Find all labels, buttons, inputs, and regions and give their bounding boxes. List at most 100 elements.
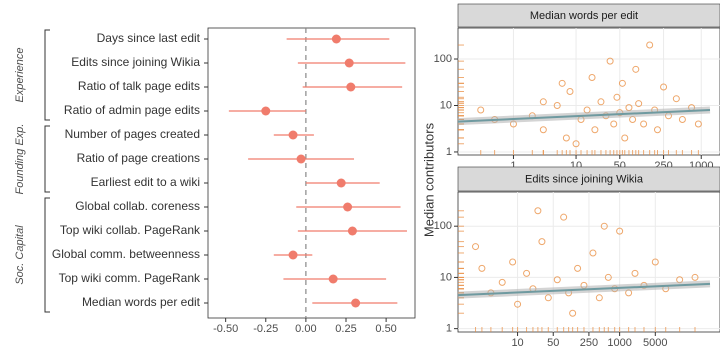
trend-line — [457, 108, 711, 123]
point — [538, 238, 546, 246]
point — [678, 115, 686, 123]
point — [621, 134, 629, 142]
panel-title: Median words per edit — [530, 10, 638, 22]
y-axis-label: Median contributors — [421, 122, 436, 237]
category-label: Global comm. betweenness — [52, 247, 200, 261]
x-tick-label: 0.50 — [375, 323, 396, 335]
x-tick-label: 1000 — [607, 337, 631, 349]
point — [288, 130, 298, 140]
point — [478, 264, 486, 272]
point — [566, 87, 574, 95]
point — [613, 93, 621, 101]
point — [560, 213, 568, 221]
point — [539, 126, 547, 134]
point — [588, 74, 596, 82]
y-tick-label: 1 — [446, 323, 452, 335]
y-tick-label: 10 — [440, 99, 452, 111]
point — [632, 65, 640, 73]
x-tick-label: -0.25 — [253, 323, 278, 335]
x-tick-label: 0.00 — [295, 323, 316, 335]
point — [336, 178, 346, 188]
category-label: Ratio of talk page edits — [78, 79, 200, 93]
x-tick-label: 1 — [510, 160, 516, 172]
strip — [457, 3, 720, 28]
point — [653, 126, 661, 134]
point — [523, 269, 531, 277]
point — [296, 154, 306, 164]
point — [595, 294, 603, 302]
point — [343, 202, 353, 212]
point — [539, 98, 547, 106]
x-tick-label: 50 — [547, 337, 559, 349]
point — [640, 120, 648, 128]
strip — [457, 166, 720, 192]
category-label: Number of pages created — [65, 127, 200, 141]
point — [660, 83, 668, 91]
point — [574, 264, 582, 272]
x-tick-label: 250 — [580, 337, 598, 349]
group-bracket — [44, 197, 50, 313]
point — [509, 258, 517, 266]
point — [498, 278, 506, 286]
point — [600, 222, 608, 230]
point — [351, 298, 361, 308]
point — [477, 106, 485, 114]
group-label: Soc. Capital — [14, 225, 26, 285]
point — [572, 140, 580, 148]
point — [514, 300, 522, 308]
y-tick-label: 10 — [440, 271, 452, 283]
point — [553, 101, 561, 109]
point — [331, 34, 341, 44]
x-tick-label: -0.50 — [213, 323, 238, 335]
point — [544, 294, 552, 302]
category-label: Median words per edit — [82, 295, 201, 309]
trend-line — [457, 282, 711, 297]
panel-title: Edits since joining Wikia — [525, 173, 644, 185]
category-label: Top wiki comm. PageRank — [59, 271, 201, 285]
point — [346, 82, 356, 92]
point — [691, 273, 699, 281]
group-label: Founding Exp. — [14, 124, 26, 195]
point — [558, 79, 566, 87]
point — [694, 120, 702, 128]
group-label: Experience — [14, 47, 26, 102]
y-tick-label: 100 — [434, 53, 452, 65]
point — [646, 41, 654, 49]
plot-border — [457, 27, 720, 156]
point — [604, 273, 612, 281]
y-tick-label: 1 — [446, 146, 452, 158]
point — [347, 226, 357, 236]
point — [597, 98, 605, 106]
group-bracket — [44, 29, 50, 121]
plot-border — [207, 27, 416, 319]
point — [616, 227, 624, 235]
x-tick-label: 0.25 — [335, 323, 356, 335]
point — [591, 126, 599, 134]
point — [562, 134, 570, 142]
x-tick-label: 5000 — [643, 337, 667, 349]
point — [635, 100, 643, 108]
point — [651, 258, 659, 266]
point — [288, 250, 298, 260]
category-label: Ratio of admin page edits — [64, 103, 200, 117]
point — [589, 249, 597, 257]
category-label: Top wiki collab. PageRank — [60, 223, 201, 237]
group-bracket — [44, 125, 50, 193]
category-label: Edits since joining Wikia — [71, 55, 200, 69]
y-tick-label: 100 — [434, 220, 452, 232]
category-label: Ratio of page creations — [77, 151, 200, 165]
point — [261, 106, 271, 116]
point — [631, 269, 639, 277]
point — [328, 274, 338, 284]
point — [606, 57, 614, 65]
x-tick-label: 10 — [511, 337, 523, 349]
point — [472, 243, 480, 251]
point — [344, 58, 354, 68]
category-label: Days since last edit — [97, 31, 201, 45]
point — [569, 309, 577, 317]
point — [672, 95, 680, 103]
category-label: Earliest edit to a wiki — [91, 175, 200, 189]
category-label: Global collab. coreness — [75, 199, 200, 213]
point — [618, 79, 626, 87]
